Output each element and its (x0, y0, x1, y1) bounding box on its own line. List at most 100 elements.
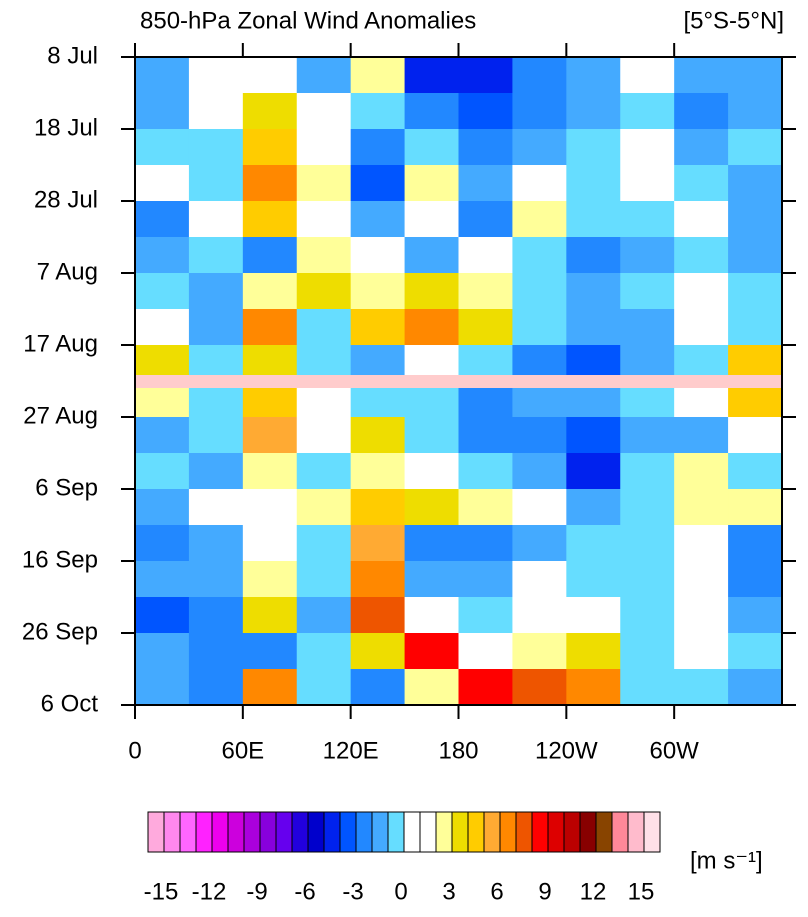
heatmap-cell (296, 57, 352, 94)
heatmap-cell (296, 129, 352, 166)
heatmap-cell (135, 273, 190, 310)
heatmap-cell (728, 57, 783, 94)
heatmap-cell (296, 597, 352, 634)
colorbar-box (147, 811, 165, 853)
colorbar-box (323, 811, 341, 853)
heatmap-cell (674, 273, 729, 310)
heatmap-cell (404, 237, 459, 274)
heatmap-cell (512, 597, 567, 634)
heatmap-cell (296, 669, 352, 706)
heatmap-cell (566, 453, 621, 490)
heatmap-cell (566, 633, 621, 670)
heatmap-cell (620, 453, 675, 490)
heatmap-cell (135, 201, 190, 238)
heatmap-cell (566, 201, 621, 238)
heatmap-cell (404, 669, 459, 706)
colorbar-box (403, 811, 421, 853)
heatmap-cell (728, 273, 783, 310)
heatmap-cell (674, 525, 729, 562)
heatmap-cell (135, 597, 190, 634)
heatmap-cell (674, 453, 729, 490)
heatmap-cell (512, 57, 567, 94)
heatmap-cell (350, 273, 406, 310)
heatmap-cell (296, 237, 352, 274)
colorbar-box (515, 811, 533, 853)
heatmap-cell (566, 525, 621, 562)
heatmap-cell (620, 597, 675, 634)
heatmap-cell (512, 561, 567, 598)
heatmap-cell (458, 165, 513, 202)
heatmap-cell (458, 597, 513, 634)
heatmap-cell (296, 93, 352, 130)
colorbar-box (579, 811, 597, 853)
heatmap-cell (728, 561, 783, 598)
heatmap-cell (135, 453, 190, 490)
heatmap-cell (458, 273, 513, 310)
heatmap-cell (188, 453, 244, 490)
colorbar-tick-label: 9 (538, 878, 551, 905)
heatmap-cell (242, 597, 298, 634)
heatmap-cell (566, 309, 621, 346)
heatmap-cell (350, 561, 406, 598)
colorbar-box (291, 811, 309, 853)
heatmap-cell (512, 237, 567, 274)
heatmap-cell (242, 669, 298, 706)
heatmap-cell (404, 417, 459, 454)
heatmap-cell (620, 201, 675, 238)
heatmap-cell (135, 489, 190, 526)
colorbar-box (355, 811, 373, 853)
heatmap-cell (135, 93, 190, 130)
colorbar-box (547, 811, 565, 853)
heatmap-cell (135, 561, 190, 598)
heatmap-cell (566, 273, 621, 310)
heatmap-cell (242, 417, 298, 454)
x-tick-label: 120E (323, 737, 379, 764)
heatmap-cell (566, 561, 621, 598)
heatmap-cell (728, 309, 783, 346)
heatmap-cell (620, 489, 675, 526)
colorbar-box (451, 811, 469, 853)
chart-title: 850-hPa Zonal Wind Anomalies (140, 7, 476, 34)
heatmap-cell (350, 309, 406, 346)
heatmap-cell (242, 57, 298, 94)
heatmap-cell (404, 93, 459, 130)
heatmap-cell (404, 129, 459, 166)
heatmap-cell (566, 129, 621, 166)
heatmap-cell (674, 129, 729, 166)
heatmap-cell (512, 489, 567, 526)
heatmap-cell (512, 669, 567, 706)
heatmap-cell (350, 489, 406, 526)
heatmap-cell (296, 561, 352, 598)
colorbar-tick-label: 12 (580, 878, 607, 905)
heatmap-cell (674, 93, 729, 130)
heatmap-cell (512, 273, 567, 310)
colorbar-box (195, 811, 213, 853)
heatmap-cell (674, 417, 729, 454)
y-tick-label: 6 Oct (41, 690, 99, 717)
heatmap (135, 57, 783, 706)
heatmap-cell (296, 489, 352, 526)
heatmap-cell (728, 525, 783, 562)
heatmap-cell (620, 633, 675, 670)
heatmap-cell (620, 561, 675, 598)
heatmap-cell (458, 129, 513, 166)
heatmap-cell (404, 453, 459, 490)
heatmap-cell (566, 489, 621, 526)
colorbar-box (483, 811, 501, 853)
heatmap-cell (728, 165, 783, 202)
heatmap-cell (458, 201, 513, 238)
heatmap-cell (188, 273, 244, 310)
heatmap-cell (350, 417, 406, 454)
chart-subtitle: [5°S-5°N] (683, 7, 784, 34)
heatmap-cell (458, 93, 513, 130)
heatmap-cell (674, 237, 729, 274)
heatmap-cell (512, 309, 567, 346)
colorbar-tick-label: 0 (394, 878, 407, 905)
heatmap-cell (512, 129, 567, 166)
heatmap-cell (620, 417, 675, 454)
heatmap-cell (566, 57, 621, 94)
heatmap-cell (188, 201, 244, 238)
colorbar-box (611, 811, 629, 853)
heatmap-cell (728, 633, 783, 670)
heatmap-cell (350, 669, 406, 706)
